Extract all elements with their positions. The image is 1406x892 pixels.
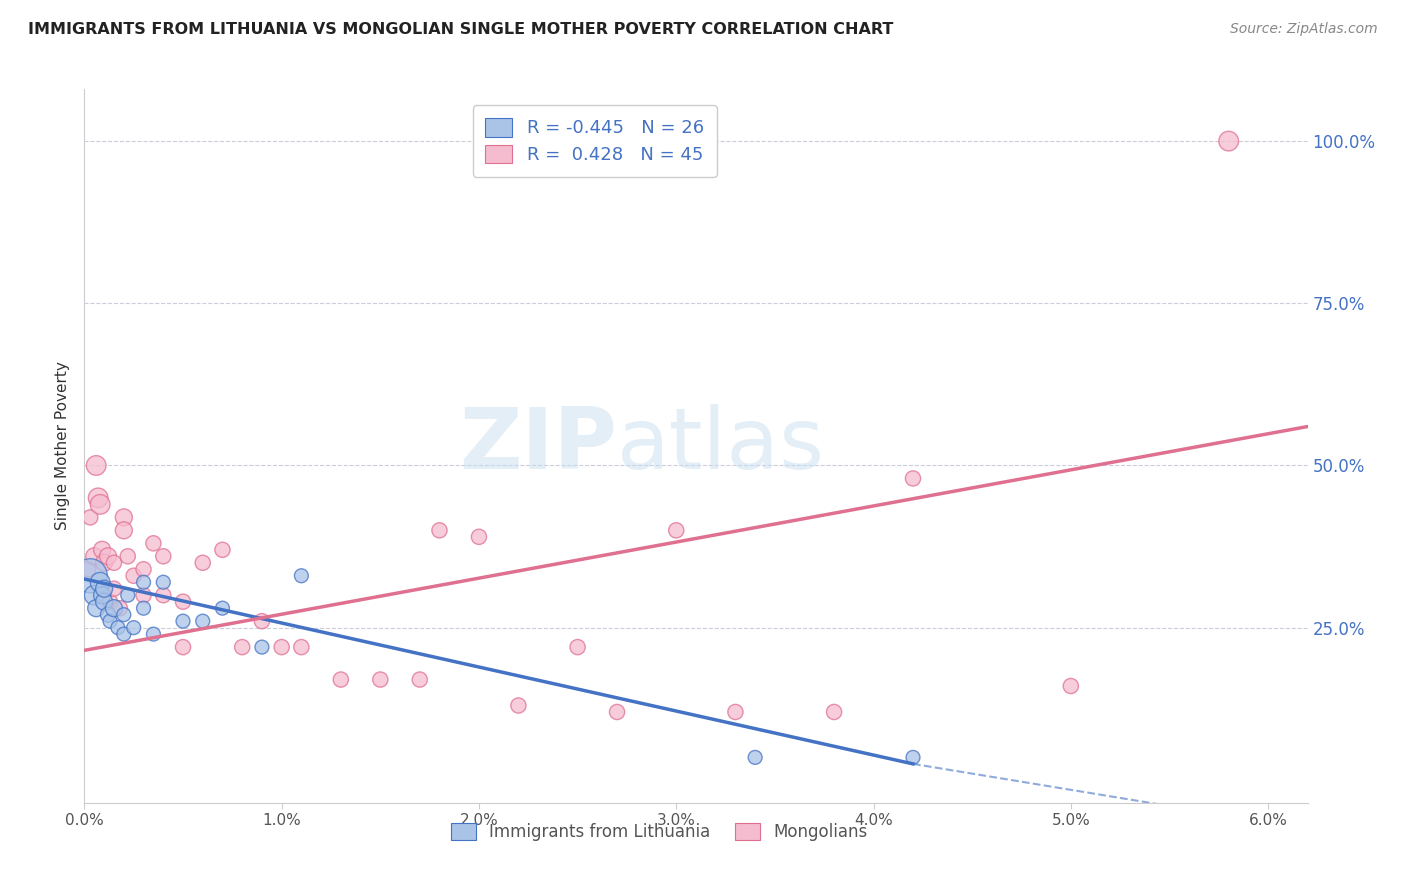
Point <box>103 556 125 570</box>
Point <box>329 673 352 687</box>
Point <box>91 588 114 602</box>
Text: IMMIGRANTS FROM LITHUANIA VS MONGOLIAN SINGLE MOTHER POVERTY CORRELATION CHART: IMMIGRANTS FROM LITHUANIA VS MONGOLIAN S… <box>28 22 893 37</box>
Point <box>1218 134 1240 148</box>
Text: Source: ZipAtlas.com: Source: ZipAtlas.com <box>1230 22 1378 37</box>
Point <box>191 556 214 570</box>
Legend: Immigrants from Lithuania, Mongolians: Immigrants from Lithuania, Mongolians <box>444 816 875 848</box>
Point <box>112 524 135 538</box>
Point <box>1060 679 1083 693</box>
Point <box>211 542 233 557</box>
Point <box>901 750 924 764</box>
Point <box>132 588 155 602</box>
Point <box>77 562 100 576</box>
Point <box>508 698 530 713</box>
Point <box>724 705 747 719</box>
Point <box>112 607 135 622</box>
Point <box>103 582 125 596</box>
Point <box>84 601 107 615</box>
Point <box>172 595 194 609</box>
Point <box>270 640 292 654</box>
Point <box>665 524 688 538</box>
Point <box>112 627 135 641</box>
Point <box>368 673 391 687</box>
Point <box>93 595 115 609</box>
Y-axis label: Single Mother Poverty: Single Mother Poverty <box>55 361 70 531</box>
Point <box>901 471 924 485</box>
Text: atlas: atlas <box>616 404 824 488</box>
Point <box>744 750 766 764</box>
Point <box>152 575 174 590</box>
Point <box>97 607 120 622</box>
Text: ZIP: ZIP <box>458 404 616 488</box>
Point <box>172 640 194 654</box>
Point <box>103 601 125 615</box>
Point <box>98 614 121 628</box>
Point <box>122 621 145 635</box>
Point <box>107 621 129 635</box>
Point <box>117 588 139 602</box>
Point <box>84 458 107 473</box>
Point <box>83 549 105 564</box>
Point <box>93 582 115 596</box>
Point <box>290 640 312 654</box>
Point <box>191 614 214 628</box>
Point <box>108 601 131 615</box>
Point <box>290 568 312 582</box>
Point <box>468 530 491 544</box>
Point <box>152 549 174 564</box>
Point <box>93 582 115 596</box>
Point <box>567 640 589 654</box>
Point <box>250 640 273 654</box>
Point <box>79 510 101 524</box>
Point <box>250 614 273 628</box>
Point <box>117 549 139 564</box>
Point <box>112 510 135 524</box>
Point <box>172 614 194 628</box>
Point <box>89 575 111 590</box>
Point <box>122 568 145 582</box>
Point <box>429 524 451 538</box>
Point <box>142 627 165 641</box>
Point <box>97 549 120 564</box>
Point <box>142 536 165 550</box>
Point <box>409 673 432 687</box>
Point <box>823 705 845 719</box>
Point <box>98 595 121 609</box>
Point <box>93 556 115 570</box>
Point <box>89 497 111 511</box>
Point <box>132 575 155 590</box>
Point <box>91 542 114 557</box>
Point <box>79 568 101 582</box>
Point <box>87 491 110 505</box>
Point <box>231 640 253 654</box>
Point <box>211 601 233 615</box>
Point <box>606 705 628 719</box>
Point <box>83 588 105 602</box>
Point <box>132 601 155 615</box>
Point <box>152 588 174 602</box>
Point <box>132 562 155 576</box>
